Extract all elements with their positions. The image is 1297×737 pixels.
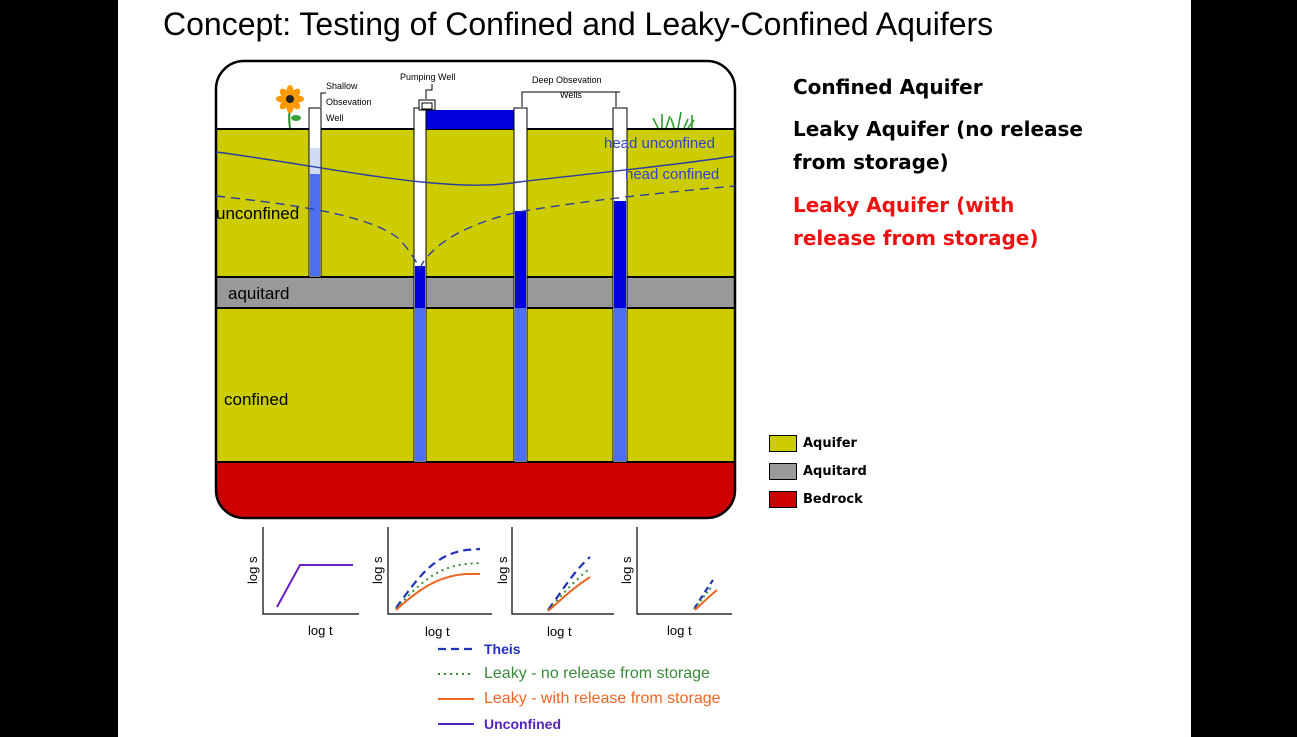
plot-4-xlabel: log t xyxy=(667,623,692,638)
deep-observation-well-2 xyxy=(612,107,628,463)
aquifer-cross-section: Shallow Obsevation Well Pumping Well Dee… xyxy=(214,59,737,639)
deep-observation-well-1 xyxy=(513,107,528,463)
leaky-release-curve-2 xyxy=(395,573,480,611)
curve-legend-leaky-release-label: Leaky - with release from storage xyxy=(484,690,721,707)
plot-1-xlabel: log t xyxy=(308,623,333,638)
curve-legend-theis-label: Theis xyxy=(484,641,521,657)
grass-icon xyxy=(652,111,695,129)
confined-aquifer-layer xyxy=(216,308,735,462)
plot-2-ylabel: log s xyxy=(370,556,385,584)
legend-bedrock-label: Bedrock xyxy=(803,491,863,507)
curve-legend-theis: Theis xyxy=(438,641,521,657)
aquifer-swatch xyxy=(769,434,797,452)
unconfined-drawdown-curve xyxy=(215,185,736,270)
leaky-no-release-curve-2 xyxy=(395,562,481,610)
plot-4 xyxy=(636,527,732,615)
bedrock-swatch xyxy=(769,490,797,508)
slide: Concept: Testing of Confined and Leaky-C… xyxy=(118,0,1191,737)
pumping-well-head-tank xyxy=(426,110,515,129)
aquitard-layer-label: aquitard xyxy=(228,284,289,303)
leaky-no-release-swatch xyxy=(438,673,474,675)
curve-legend-leaky-release: Leaky - with release from storage xyxy=(438,690,721,708)
shallow-observation-well xyxy=(308,107,322,278)
concept-confined: Confined Aquifer xyxy=(793,75,983,99)
curve-legend-unconfined: Unconfined xyxy=(438,716,561,732)
slide-title: Concept: Testing of Confined and Leaky-C… xyxy=(163,6,994,42)
legend-aquifer: Aquifer xyxy=(769,434,857,452)
concept-leaky-no-release-2: from storage) xyxy=(793,150,949,174)
unconfined-aquifer-layer xyxy=(216,129,735,277)
head-confined-label: head confined xyxy=(625,166,719,183)
leaky-no-release-curve-3 xyxy=(547,569,589,611)
theis-curve-2 xyxy=(395,547,481,609)
theis-swatch xyxy=(438,647,474,651)
head-unconfined-curve xyxy=(215,151,736,186)
concept-leaky-release-2: release from storage) xyxy=(793,226,1039,250)
leaky-release-curve-3 xyxy=(547,576,591,612)
plot-2 xyxy=(387,527,492,615)
legend-aquifer-label: Aquifer xyxy=(803,435,857,451)
unconfined-curve-1 xyxy=(276,564,353,608)
aquitard-layer xyxy=(216,277,735,308)
curve-legend-leaky-no-release-label: Leaky - no release from storage xyxy=(484,665,710,682)
theis-curve-4 xyxy=(693,579,714,610)
flower-icon xyxy=(276,85,304,129)
legend-aquitard-label: Aquitard xyxy=(803,463,867,479)
plot-3-xlabel: log t xyxy=(547,624,572,639)
plot-2-xlabel: log t xyxy=(425,624,450,639)
well-labels: Shallow Obsevation Well Pumping Well Dee… xyxy=(326,72,602,123)
head-unconfined-label: head unconfined xyxy=(604,135,715,152)
plot-4-ylabel: log s xyxy=(619,556,634,584)
leaky-release-curve-4 xyxy=(694,589,718,611)
unconfined-layer-label: unconfined xyxy=(216,204,299,223)
concept-leaky-release-1: Leaky Aquifer (with xyxy=(793,193,1015,217)
pumping-well xyxy=(413,99,436,463)
aquitard-swatch xyxy=(769,462,797,480)
plot-1-ylabel: log s xyxy=(245,556,260,584)
plot-3 xyxy=(511,527,614,615)
concept-leaky-no-release-1: Leaky Aquifer (no release xyxy=(793,117,1083,141)
theis-curve-3 xyxy=(547,556,591,611)
plot-1 xyxy=(262,527,359,615)
bedrock-layer xyxy=(216,462,735,518)
unconfined-swatch xyxy=(438,723,474,725)
confined-layer-label: confined xyxy=(224,390,288,409)
shallow-well-label-line1: Shallow xyxy=(326,81,358,91)
well-label-brackets xyxy=(320,84,620,107)
shallow-well-label-line2: Obsevation xyxy=(326,97,372,107)
shallow-well-label-line3: Well xyxy=(326,113,343,123)
leaky-no-release-curve-4 xyxy=(693,585,713,610)
legend-aquitard: Aquitard xyxy=(769,462,867,480)
plot-3-ylabel: log s xyxy=(495,556,510,584)
pumping-well-label: Pumping Well xyxy=(400,72,455,82)
curve-legend-leaky-no-release: Leaky - no release from storage xyxy=(438,665,710,683)
deep-wells-label-line2: Wells xyxy=(560,90,582,100)
legend-bedrock: Bedrock xyxy=(769,490,863,508)
diagram-frame xyxy=(214,59,737,520)
leaky-release-swatch xyxy=(438,698,474,700)
deep-wells-label-line1: Deep Obsevation xyxy=(532,75,602,85)
curve-legend-unconfined-label: Unconfined xyxy=(484,716,561,732)
